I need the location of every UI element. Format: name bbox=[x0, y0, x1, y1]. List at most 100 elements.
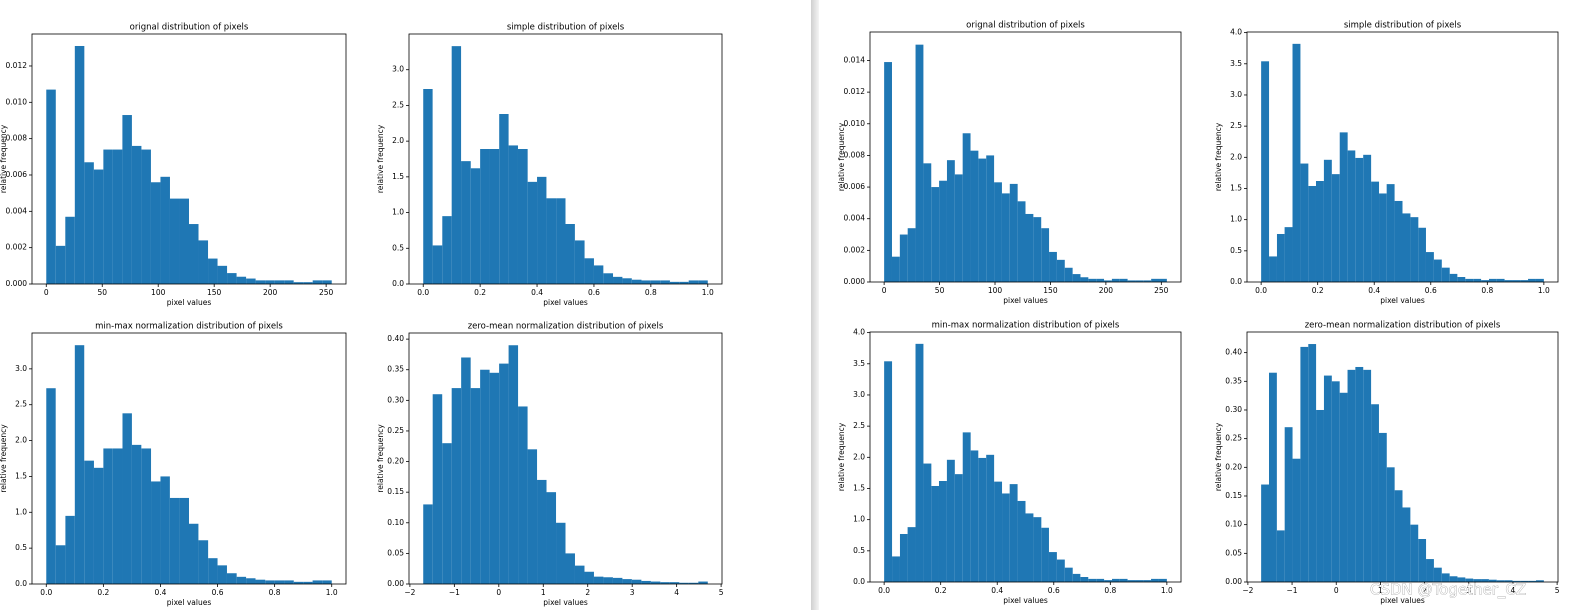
bar bbox=[122, 115, 132, 284]
y-axis-label: relative frequency bbox=[837, 122, 846, 191]
x-tick-label: 200 bbox=[1099, 286, 1114, 295]
y-tick-label: 3.5 bbox=[853, 359, 865, 368]
bar bbox=[1331, 174, 1340, 282]
bar bbox=[131, 145, 142, 284]
x-tick-label: 250 bbox=[1154, 286, 1169, 295]
y-tick-label: 0.40 bbox=[387, 334, 404, 343]
bar bbox=[1127, 580, 1136, 582]
bar bbox=[432, 394, 443, 584]
x-axis-label: pixel values bbox=[1380, 296, 1425, 305]
bar bbox=[508, 145, 518, 284]
bar bbox=[1315, 181, 1324, 282]
y-tick-label: 2.5 bbox=[15, 400, 27, 409]
bar bbox=[1276, 233, 1285, 282]
bar bbox=[1355, 157, 1364, 282]
bar bbox=[265, 580, 275, 584]
bar bbox=[517, 149, 528, 284]
x-tick-label: 0.6 bbox=[588, 288, 600, 297]
bar bbox=[978, 158, 987, 282]
y-tick-label: 1.5 bbox=[853, 483, 865, 492]
bar bbox=[669, 281, 680, 284]
bar bbox=[1159, 278, 1167, 282]
x-axis-label: pixel values bbox=[543, 598, 588, 607]
y-tick-label: 1.0 bbox=[15, 507, 27, 516]
y-axis-label: relative frequency bbox=[1214, 122, 1223, 191]
bar bbox=[938, 481, 947, 582]
bar bbox=[584, 258, 594, 284]
chart-title: min-max normalization distribution of pi… bbox=[95, 322, 283, 332]
bar bbox=[217, 265, 228, 284]
bar bbox=[112, 448, 123, 584]
x-tick-label: 250 bbox=[319, 288, 334, 297]
bar bbox=[151, 481, 161, 584]
y-tick-label: 0.004 bbox=[6, 206, 28, 215]
bar bbox=[274, 280, 285, 284]
x-tick-label: 4 bbox=[1511, 586, 1516, 595]
x-tick-label: 1.0 bbox=[1161, 586, 1173, 595]
bar bbox=[688, 280, 699, 284]
x-axis-label: pixel values bbox=[1003, 296, 1048, 305]
x-tick-label: 0.2 bbox=[1312, 286, 1324, 295]
bar bbox=[970, 150, 979, 282]
bar bbox=[994, 182, 1002, 282]
bar bbox=[265, 280, 275, 284]
y-tick-label: 0.0 bbox=[1230, 277, 1242, 286]
bar bbox=[1119, 278, 1128, 282]
bar bbox=[1017, 201, 1026, 282]
bar bbox=[255, 280, 266, 284]
bar bbox=[669, 582, 680, 584]
bar bbox=[246, 578, 256, 584]
bar bbox=[284, 280, 294, 284]
bar bbox=[246, 278, 256, 284]
y-tick-label: 0.35 bbox=[387, 365, 404, 374]
bar bbox=[1433, 259, 1442, 282]
x-tick-label: 0.4 bbox=[154, 588, 166, 597]
bar bbox=[74, 45, 85, 285]
y-tick-label: 0.008 bbox=[844, 150, 866, 159]
bar bbox=[322, 580, 332, 584]
bar bbox=[1080, 577, 1089, 582]
bar bbox=[1112, 578, 1120, 582]
bar bbox=[1096, 278, 1105, 282]
bar bbox=[160, 476, 170, 584]
bar bbox=[1410, 217, 1419, 282]
bar bbox=[688, 582, 699, 584]
bar bbox=[565, 224, 575, 284]
bar bbox=[179, 497, 189, 584]
plot-frame bbox=[408, 332, 723, 585]
bar bbox=[1261, 61, 1270, 283]
x-tick-label: 0.6 bbox=[1425, 286, 1437, 295]
bar bbox=[93, 467, 104, 584]
bar bbox=[1151, 278, 1160, 282]
x-tick-label: 0.8 bbox=[645, 288, 657, 297]
x-tick-label: −1 bbox=[1287, 586, 1298, 595]
bar bbox=[489, 149, 500, 284]
bar bbox=[546, 198, 557, 284]
bar bbox=[527, 181, 538, 284]
bar bbox=[303, 581, 313, 584]
bar bbox=[962, 133, 971, 282]
bar bbox=[537, 176, 547, 284]
bar bbox=[1418, 538, 1427, 582]
bar bbox=[303, 282, 313, 284]
bar bbox=[574, 565, 585, 584]
bar bbox=[1292, 458, 1301, 582]
y-tick-label: 0.000 bbox=[6, 279, 28, 288]
bar bbox=[1496, 278, 1505, 282]
bar bbox=[915, 343, 924, 582]
y-tick-label: 1.0 bbox=[853, 515, 865, 524]
y-tick-label: 0.0 bbox=[15, 579, 27, 588]
x-tick-label: 0.6 bbox=[212, 588, 224, 597]
bar bbox=[593, 265, 604, 284]
bar bbox=[899, 234, 908, 282]
bar bbox=[1316, 409, 1324, 582]
bar bbox=[622, 579, 632, 584]
x-axis-label: pixel values bbox=[543, 298, 588, 307]
x-tick-label: 0.0 bbox=[417, 288, 429, 297]
y-tick-label: 3.0 bbox=[853, 390, 865, 399]
bar bbox=[131, 444, 142, 584]
bar bbox=[1520, 580, 1529, 582]
bar bbox=[613, 276, 623, 284]
bar bbox=[1520, 280, 1529, 282]
bar bbox=[556, 198, 566, 284]
